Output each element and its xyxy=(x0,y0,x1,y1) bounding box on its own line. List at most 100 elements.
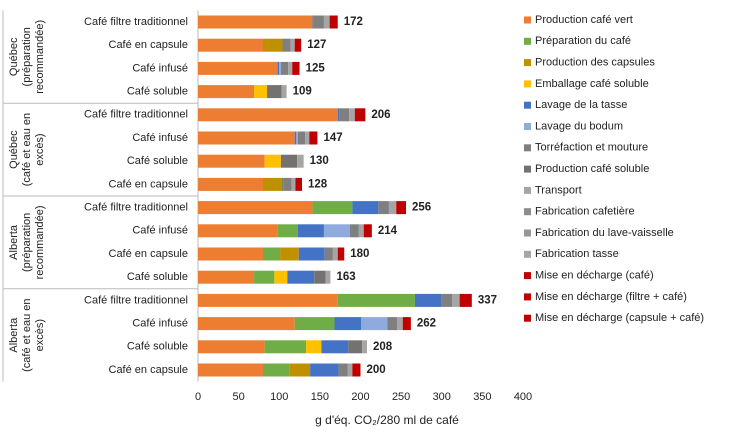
bar-segment xyxy=(292,61,300,75)
total-label: 206 xyxy=(371,109,390,121)
total-label: 180 xyxy=(350,248,369,260)
x-tick-label: 350 xyxy=(473,391,491,403)
group-label: (préparation xyxy=(21,213,33,272)
bar-segment xyxy=(294,38,302,52)
total-label: 200 xyxy=(367,364,386,376)
bar-segment xyxy=(280,61,289,75)
bar-segment xyxy=(198,270,255,284)
bar-segment xyxy=(198,317,295,331)
bar-segment xyxy=(309,131,318,145)
bar-segment xyxy=(281,85,287,99)
category-label: Café infusé xyxy=(132,318,188,330)
bar-segment xyxy=(378,201,389,215)
bar-segment xyxy=(323,224,350,238)
bar-segment xyxy=(264,154,281,168)
bar-segment xyxy=(267,85,282,99)
bar-segment xyxy=(294,131,297,145)
bar-segment xyxy=(459,293,472,307)
x-tick-label: 0 xyxy=(195,391,201,403)
bar-segment xyxy=(297,224,324,238)
legend-swatch xyxy=(524,144,531,152)
category-label: Café soluble xyxy=(127,155,188,167)
x-tick-label: 250 xyxy=(392,391,410,403)
bar-segment xyxy=(198,85,255,99)
bar-segment xyxy=(338,363,348,377)
legend-label: Mise en décharge (café) xyxy=(535,270,654,282)
bar-segment xyxy=(198,247,263,261)
legend-label: Fabrication du lave-vaisselle xyxy=(535,227,674,239)
legend-swatch xyxy=(524,37,531,45)
legend-label: Fabrication tasse xyxy=(535,248,619,260)
bar-segment xyxy=(254,270,275,284)
bar-segment xyxy=(288,61,293,75)
bar-segment xyxy=(349,224,359,238)
bar-segment xyxy=(310,363,339,377)
bar-segment xyxy=(198,177,263,191)
group-label: Alberta xyxy=(8,224,20,260)
bar-segment xyxy=(362,340,367,354)
bar-segment xyxy=(280,154,298,168)
x-tick-label: 200 xyxy=(351,391,369,403)
bar-segment xyxy=(294,317,335,331)
category-label: Café infusé xyxy=(132,132,188,144)
category-label: Café en capsule xyxy=(109,39,189,51)
bar-segment xyxy=(337,108,340,122)
bar-segment xyxy=(402,317,411,331)
bar-segment xyxy=(296,131,298,145)
group-label: excès) xyxy=(34,319,46,351)
bar-segment xyxy=(388,201,397,215)
bar-segment xyxy=(313,15,324,29)
total-label: 208 xyxy=(373,341,393,353)
bar-segment xyxy=(396,201,406,215)
bar-segment xyxy=(348,340,363,354)
total-label: 214 xyxy=(378,225,398,237)
bar-segment xyxy=(312,15,314,29)
bar-segment xyxy=(397,317,403,331)
bar-segment xyxy=(321,340,349,354)
bar-segment xyxy=(349,108,355,122)
bar-segment xyxy=(387,317,398,331)
bar-segment xyxy=(334,317,362,331)
legend-label: Lavage du bodum xyxy=(535,120,623,132)
category-label: Café filtre traditionnel xyxy=(84,109,188,121)
total-label: 125 xyxy=(306,62,326,74)
category-label: Café en capsule xyxy=(109,248,189,260)
category-label: Café soluble xyxy=(127,271,188,283)
category-label: Café infusé xyxy=(132,225,188,237)
x-tick-label: 300 xyxy=(433,391,451,403)
group-label: (préparation xyxy=(21,27,33,86)
bar-segment xyxy=(198,154,265,168)
bar-segment xyxy=(337,247,345,261)
bar-segment xyxy=(352,201,379,215)
total-label: 337 xyxy=(478,294,497,306)
bar-segment xyxy=(339,108,350,122)
bar-segment xyxy=(263,363,290,377)
bar-segment xyxy=(287,270,315,284)
total-label: 256 xyxy=(412,202,431,214)
total-label: 128 xyxy=(308,178,328,190)
x-tick-label: 50 xyxy=(233,391,245,403)
bar-segment xyxy=(323,15,330,29)
bar-segment xyxy=(277,61,280,75)
bar-segment xyxy=(452,293,460,307)
bar-segment xyxy=(305,131,310,145)
bar-segment xyxy=(279,61,281,75)
legend-label: Production café vert xyxy=(535,14,633,26)
bar-segment xyxy=(264,340,307,354)
bar-segment xyxy=(198,131,295,145)
bar-segment xyxy=(358,224,364,238)
bar-segment xyxy=(291,177,296,191)
bar-segment xyxy=(289,363,311,377)
total-label: 127 xyxy=(307,39,326,51)
bar-segment xyxy=(325,270,331,284)
legend-swatch xyxy=(524,229,531,237)
group-label: recommandée) xyxy=(34,205,46,279)
category-label: Café en capsule xyxy=(109,178,189,190)
bar-segment xyxy=(297,131,306,145)
bar-segment xyxy=(298,247,325,261)
legend-label: Production café soluble xyxy=(535,163,649,175)
bar-segment xyxy=(337,293,415,307)
bar-segment xyxy=(361,317,388,331)
legend-swatch xyxy=(524,272,531,280)
bar-segment xyxy=(198,224,278,238)
